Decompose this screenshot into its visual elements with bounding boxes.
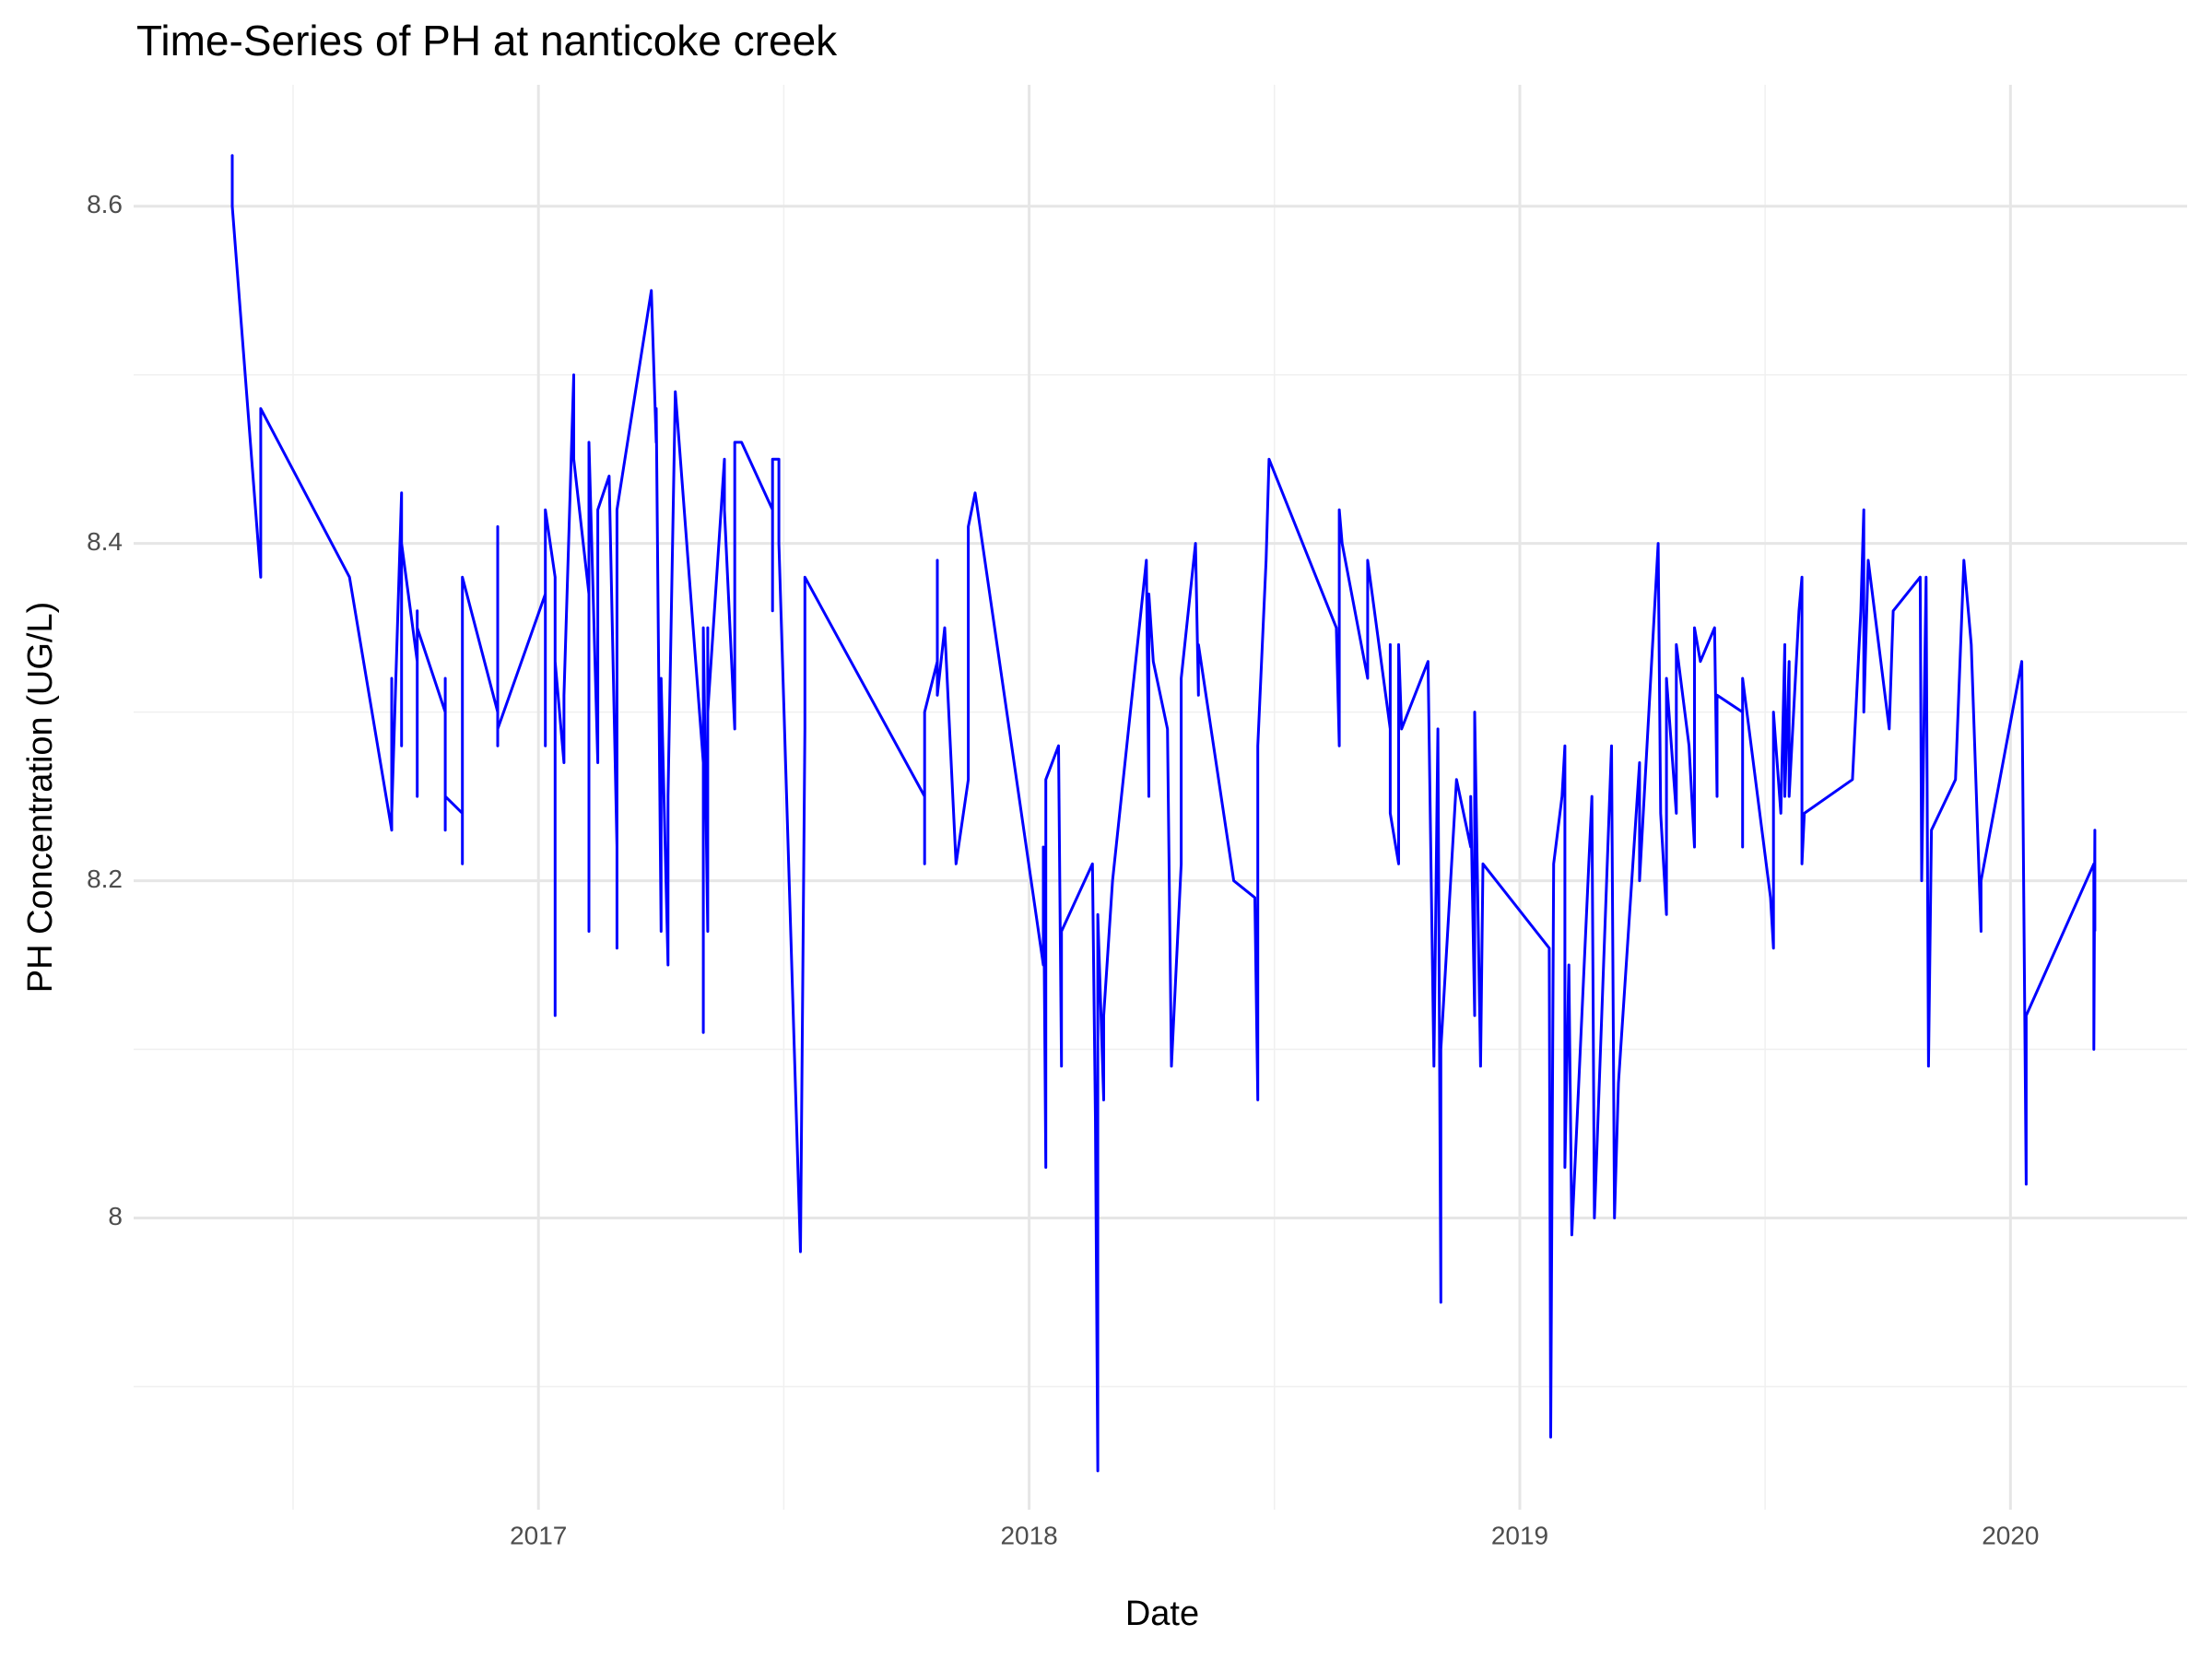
x-tick-label: 2020 (1982, 1521, 2039, 1549)
x-tick-label: 2019 (1491, 1521, 1548, 1549)
y-tick-label: 8 (108, 1202, 123, 1230)
x-tick-label: 2017 (510, 1521, 567, 1549)
x-tick-label: 2018 (1000, 1521, 1057, 1549)
data-line (230, 154, 2097, 1473)
y-tick-label: 8.6 (87, 190, 123, 218)
y-axis-title: PH Concentration (UG/L) (21, 602, 60, 994)
x-axis-title: Date (1125, 1594, 1199, 1633)
chart-title: Time-Series of PH at nanticoke creek (136, 17, 838, 65)
y-tick-label: 8.2 (87, 865, 123, 893)
y-tick-label: 8.4 (87, 527, 123, 556)
